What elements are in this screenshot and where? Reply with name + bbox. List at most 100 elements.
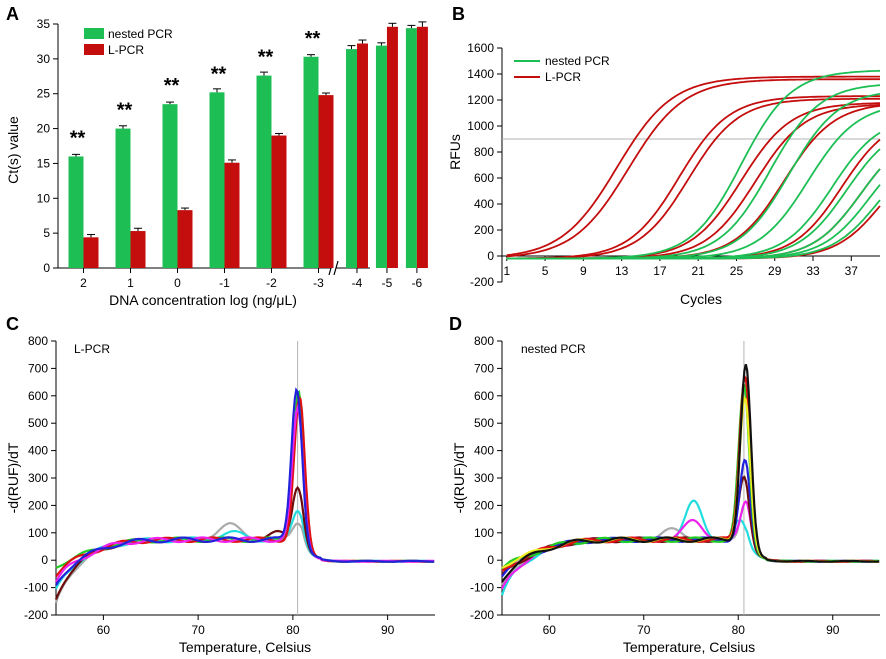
- panel-b-y-tick-label: 400: [474, 197, 494, 211]
- panel-d-y-axis-label: -d(RUF)/dT: [451, 442, 467, 513]
- panel-d-y-tick-label: 600: [474, 389, 494, 403]
- panel-d-curves: [500, 364, 880, 596]
- panel-b-x-tick-label: 13: [615, 264, 629, 278]
- panel-d-y-tick-label: 800: [474, 334, 494, 348]
- panel-c-axes: [51, 340, 435, 620]
- panel-a-x-tick-label: 1: [127, 276, 134, 290]
- panel-b-x-tick-label: 1: [503, 264, 510, 278]
- panel-a-y-tick-label: 10: [37, 191, 51, 205]
- panel-b-y-tick-label: 1400: [467, 67, 494, 81]
- panel-b-y-tick-label: 1600: [467, 41, 494, 55]
- panel-c-y-tick-label: 300: [28, 471, 48, 485]
- bar-lpcr: [130, 231, 146, 268]
- panel-a-x-tick-label: 0: [174, 276, 181, 290]
- panel-d-y-tick-label: -200: [470, 608, 494, 622]
- panel-d-y-tick-label: 200: [474, 498, 494, 512]
- melt-curve-blue: [55, 387, 435, 586]
- panel-d-y-tick-label: 300: [474, 471, 494, 485]
- panel-b-y-tick-label: 0: [487, 249, 494, 263]
- panel-c-annotation: L-PCR: [74, 342, 110, 356]
- legend-swatch-lpcr: [84, 44, 104, 55]
- legend-swatch-nested: [84, 28, 104, 39]
- panel-a-x-tick-label: -5: [382, 276, 393, 290]
- panel-c-melt-curve: -200 -100 0 100 200 300 400 500 600 700 800 60 70 80 9…: [5, 334, 435, 655]
- amplification-curve-lpcr: [506, 78, 880, 258]
- significance-mark: **: [211, 63, 227, 85]
- panel-c-y-tick-label: -100: [24, 581, 48, 595]
- amplification-curve-lpcr: [506, 97, 880, 260]
- panel-b-x-tick-label: 25: [730, 264, 744, 278]
- panel-c-y-tick-label: 800: [28, 334, 48, 348]
- panel-b-tick-labels: -200 0 200 400 600 800 1000 1200 1400 1600 1 5 9 13 17…: [467, 41, 858, 289]
- panel-b-y-tick-label: 600: [474, 171, 494, 185]
- panel-d-x-tick-label: 70: [637, 623, 651, 637]
- bar-lpcr: [318, 95, 334, 268]
- bar-nested: [115, 128, 131, 268]
- panel-c-curves: [54, 387, 435, 604]
- melt-curve-black: [501, 364, 880, 583]
- panel-d-axes: [497, 340, 880, 620]
- legend-label-nested-b: nested PCR: [545, 54, 610, 68]
- bar-nested: [68, 156, 84, 268]
- bar-lpcr: [271, 135, 287, 268]
- bar-lpcr: [83, 237, 99, 268]
- panel-b-legend: nested PCR L-PCR: [514, 54, 610, 84]
- bar-nested: [405, 28, 417, 268]
- panel-letter-b: B: [452, 4, 465, 24]
- panel-b-y-tick-label: 800: [474, 145, 494, 159]
- panel-b-y-tick-label: -200: [470, 275, 494, 289]
- panel-c-y-tick-label: 700: [28, 361, 48, 375]
- significance-mark: **: [117, 100, 133, 122]
- panel-c-y-tick-label: 0: [41, 553, 48, 567]
- panel-a-x-tick-label: -2: [266, 276, 277, 290]
- panel-a-y-tick-label: 15: [37, 156, 51, 170]
- panel-d-x-tick-label: 80: [732, 623, 746, 637]
- melt-curve-magenta: [55, 403, 435, 583]
- legend-label-lpcr-b: L-PCR: [545, 70, 581, 84]
- amplification-curve-lpcr: [506, 75, 880, 257]
- bar-lpcr: [177, 210, 193, 268]
- panel-d-y-tick-label: 700: [474, 361, 494, 375]
- panel-d-tick-labels: -200 -100 0 100 200 300 400 500 600 700 800 60 70 80 9…: [470, 334, 840, 637]
- panel-a-bars: [68, 26, 428, 269]
- panel-b-x-tick-label: 17: [653, 264, 667, 278]
- panel-a-x-tick-label: -6: [412, 276, 423, 290]
- panel-letter-d: D: [449, 314, 462, 334]
- bar-lpcr: [224, 162, 240, 268]
- panel-c-x-tick-label: 80: [286, 623, 300, 637]
- panel-a-y-tick-label: 0: [43, 261, 50, 275]
- panel-c-y-tick-label: 100: [28, 526, 48, 540]
- melt-curve-red: [55, 394, 435, 578]
- significance-mark: **: [164, 75, 180, 97]
- panel-a-x-axis-label: DNA concentration log (ng/μL): [109, 292, 297, 308]
- panel-a-axis-break-mark: [333, 260, 339, 276]
- melt-curve-cyan: [55, 509, 435, 590]
- panel-a-y-tick-label: 25: [37, 87, 51, 101]
- panel-letter-c: C: [6, 314, 19, 334]
- panel-a-significance-marks: ** ** ** ** ** **: [70, 28, 321, 150]
- panel-a-y-tick-label: 20: [37, 122, 51, 136]
- legend-label-nested: nested PCR: [108, 27, 173, 41]
- panel-b-y-tick-label: 1200: [467, 93, 494, 107]
- panel-d-y-tick-label: 400: [474, 444, 494, 458]
- panel-a-x-tick-label: -4: [352, 276, 363, 290]
- panel-b-x-tick-label: 33: [806, 264, 820, 278]
- panel-c-x-axis-label: Temperature, Celsius: [179, 639, 311, 655]
- panel-a-x-tick-label: 2: [80, 276, 87, 290]
- bar-nested: [345, 49, 357, 269]
- amplification-curve-nested: [506, 199, 881, 260]
- bar-nested: [209, 92, 225, 268]
- panel-a-y-axis-label: Ct(s) value: [5, 116, 21, 184]
- significance-mark: **: [305, 28, 321, 50]
- panel-c-y-tick-label: 400: [28, 444, 48, 458]
- panel-b-y-axis-label: RFUs: [447, 134, 463, 170]
- panel-d-y-tick-label: 500: [474, 416, 494, 430]
- melt-curve-blue: [501, 458, 880, 578]
- panel-c-x-tick-label: 70: [191, 623, 205, 637]
- panel-b-x-tick-label: 21: [691, 264, 705, 278]
- panel-letter-a: A: [6, 4, 19, 24]
- panel-a-y-tick-label: 30: [37, 52, 51, 66]
